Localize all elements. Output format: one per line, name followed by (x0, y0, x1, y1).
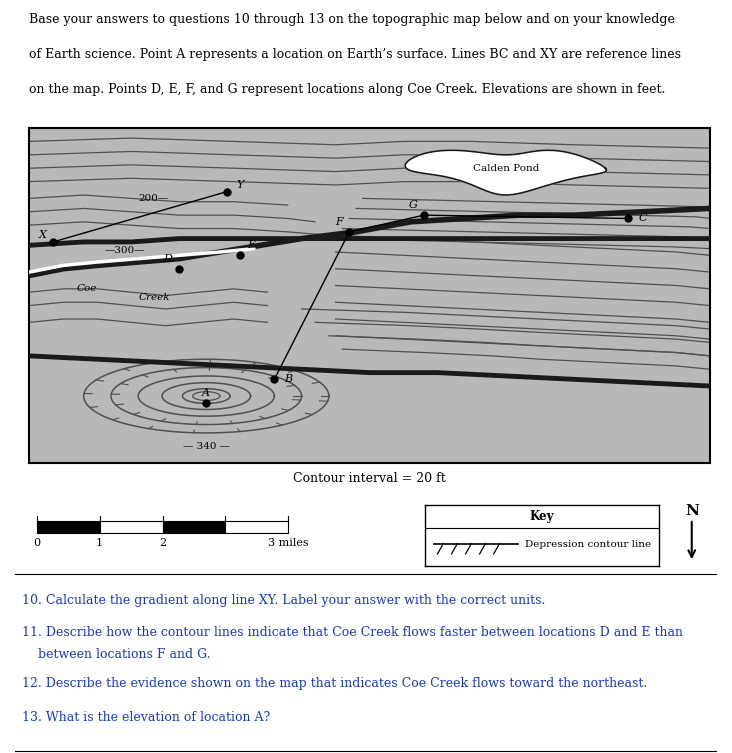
Text: E: E (247, 240, 255, 250)
Text: Y: Y (237, 180, 244, 190)
Text: B: B (285, 374, 293, 384)
Text: Base your answers to questions 10 through 13 on the topographic map below and on: Base your answers to questions 10 throug… (29, 14, 675, 26)
Text: Contour interval = 20 ft: Contour interval = 20 ft (294, 471, 446, 485)
Text: of Earth science. Point A represents a location on Earth’s surface. Lines BC and: of Earth science. Point A represents a l… (29, 48, 681, 61)
Bar (37, 521, 100, 532)
Text: F: F (335, 217, 343, 227)
Text: between locations F and G.: between locations F and G. (22, 648, 210, 661)
Text: 200—: 200— (138, 194, 168, 203)
Bar (225, 521, 288, 532)
Text: 1: 1 (96, 538, 103, 548)
Text: Key: Key (529, 511, 554, 523)
Text: 3 miles: 3 miles (268, 538, 308, 548)
Text: — 340 —: — 340 — (183, 442, 230, 451)
Text: G: G (408, 200, 417, 210)
Text: 10. Calculate the gradient along line XY. Label your answer with the correct uni: 10. Calculate the gradient along line XY… (22, 594, 545, 607)
Text: 0: 0 (34, 538, 40, 548)
Text: Coe: Coe (77, 285, 97, 294)
Text: X: X (38, 230, 46, 240)
Text: Creek: Creek (138, 293, 170, 302)
Text: D: D (163, 254, 172, 264)
Bar (100, 521, 163, 532)
Text: Calden Pond: Calden Pond (473, 163, 539, 172)
Text: 11. Describe how the contour lines indicate that Coe Creek flows faster between : 11. Describe how the contour lines indic… (22, 626, 683, 639)
Polygon shape (405, 151, 607, 195)
Polygon shape (405, 151, 607, 195)
Text: 2: 2 (159, 538, 166, 548)
Text: 12. Describe the evidence shown on the map that indicates Coe Creek flows toward: 12. Describe the evidence shown on the m… (22, 677, 647, 690)
Text: Depression contour line: Depression contour line (526, 540, 651, 549)
Text: N: N (685, 504, 698, 517)
Text: A: A (202, 388, 210, 398)
Text: —300—: —300— (104, 245, 145, 255)
Polygon shape (405, 151, 607, 195)
Text: on the map. Points D, E, F, and G represent locations along Coe Creek. Elevation: on the map. Points D, E, F, and G repres… (29, 83, 665, 96)
Text: C: C (638, 214, 647, 224)
Text: 13. What is the elevation of location A?: 13. What is the elevation of location A? (22, 712, 270, 724)
Bar (163, 521, 225, 532)
